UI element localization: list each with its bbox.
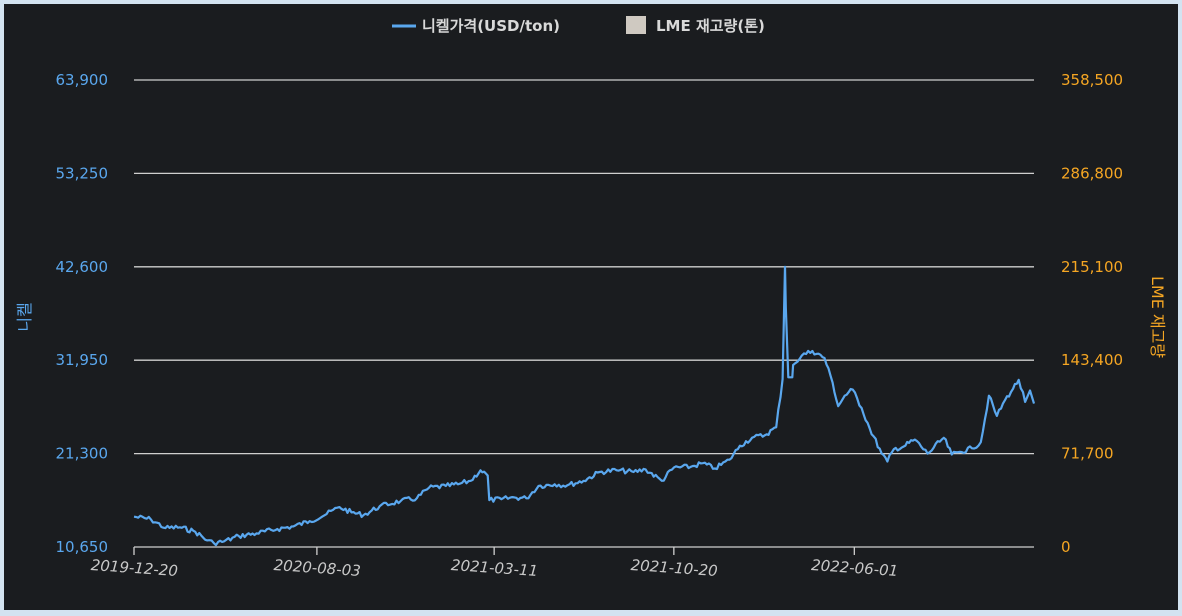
x-tick-label: 2019-12-20: [90, 556, 178, 580]
y-axis-left-ticks: 63,900 53,250 42,600 31,950 21,300 10,650: [56, 71, 109, 556]
y-right-tick-label: 286,800: [1061, 164, 1123, 182]
y-left-tick-label: 63,900: [56, 71, 109, 89]
legend-item-lme-stock[interactable]: LME 재고량(톤): [626, 16, 765, 35]
y-left-tick-label: 31,950: [56, 351, 109, 369]
y-right-tick-label: 215,100: [1061, 258, 1123, 276]
x-tick-label: 2022-06-01: [811, 556, 899, 580]
y-left-tick-label: 42,600: [56, 258, 109, 276]
legend-box-swatch: [626, 16, 646, 34]
y-axis-right-title: LME 재고량: [1148, 276, 1167, 358]
y-left-tick-label: 21,300: [56, 445, 109, 463]
x-tick-label: 2020-08-03: [273, 556, 361, 580]
y-axis-left-title: 니켈: [15, 302, 34, 331]
series-line-nickel-price: [133, 265, 1036, 547]
y-right-tick-label: 0: [1061, 538, 1071, 556]
y-right-tick-label: 358,500: [1061, 71, 1123, 89]
y-left-tick-label: 53,250: [56, 164, 109, 182]
x-axis: 2019-12-20 2020-08-03 2021-03-11 2021-10-20…: [90, 546, 1034, 580]
legend-label-nickel-price: 니켈가격(USD/ton): [422, 17, 560, 35]
y-axis-right-ticks: 358,500 286,800 215,100 143,400 71,700 0: [1061, 71, 1123, 556]
legend: 니켈가격(USD/ton) LME 재고량(톤): [392, 16, 765, 35]
y-left-tick-label: 10,650: [56, 538, 109, 556]
gridlines: [134, 79, 1034, 455]
nickel-price-chart: 니켈가격(USD/ton) LME 재고량(톤) 63,900 53,250 42,…: [15, 16, 1167, 580]
legend-label-lme-stock: LME 재고량(톤): [656, 17, 765, 35]
y-right-tick-label: 143,400: [1061, 351, 1123, 369]
series-layer: [133, 265, 1036, 547]
chart-frame: 니켈가격(USD/ton) LME 재고량(톤) 63,900 53,250 42,…: [4, 4, 1178, 610]
y-right-tick-label: 71,700: [1061, 445, 1114, 463]
x-tick-label: 2021-03-11: [450, 556, 538, 580]
x-tick-label: 2021-10-20: [630, 556, 718, 580]
legend-item-nickel-price[interactable]: 니켈가격(USD/ton): [392, 17, 560, 35]
